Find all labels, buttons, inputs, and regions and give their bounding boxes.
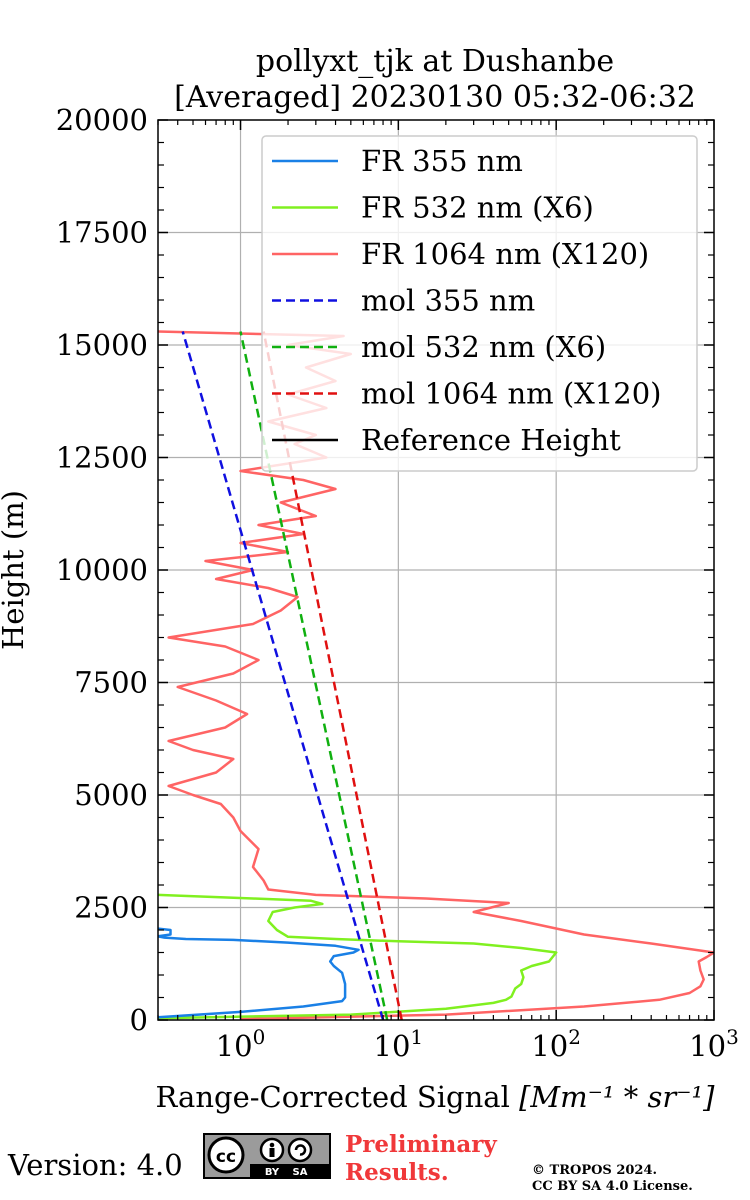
- cc-icon: [207, 1136, 245, 1174]
- legend-label: FR 1064 nm (X120): [361, 237, 649, 271]
- y-axis-label: Height (m): [0, 490, 30, 650]
- x-tick-label: 100: [216, 1025, 266, 1063]
- y-tick-label: 15000: [56, 328, 148, 362]
- y-tick-label: 2500: [74, 891, 148, 925]
- legend-label: FR 355 nm: [361, 144, 523, 178]
- y-tick-label: 17500: [56, 216, 148, 250]
- x-tick-labels: 100 101 102 103: [216, 1025, 739, 1063]
- y-tick-label: 7500: [74, 666, 148, 700]
- x-tick-label: 103: [689, 1025, 739, 1063]
- legend-label: mol 1064 nm (X120): [361, 377, 662, 411]
- cc-sa-text: SA: [293, 1167, 308, 1177]
- legend: FR 355 nm FR 532 nm (X6) FR 1064 nm (X120)…: [261, 135, 698, 472]
- axis-ticks: [157, 119, 715, 1021]
- legend-label: FR 532 nm (X6): [361, 191, 594, 225]
- series-line-mol-532-nm-x6: [239, 331, 389, 1020]
- x-axis-label-unit: [Mm⁻¹ * sr⁻¹]: [519, 1080, 715, 1114]
- series-line-fr-532-nm-x6: [158, 893, 558, 1020]
- cc-by-sa-badge[interactable]: cc BY SA: [203, 1133, 331, 1179]
- cc-by-text: BY: [265, 1167, 280, 1177]
- series-line-mol-355-nm: [181, 331, 385, 1020]
- y-tick-label: 0: [130, 1003, 148, 1037]
- y-tick-label: 12500: [56, 441, 148, 475]
- chart-title: pollyxt_tjk at Dushanbe: [256, 44, 614, 79]
- legend-label: mol 532 nm (X6): [361, 330, 606, 364]
- legend-box: [261, 135, 698, 472]
- lidar-signal-chart: pollyxt_tjk at Dushanbe [Averaged] 20230…: [0, 44, 739, 1114]
- series-line-fr-355-nm: [158, 927, 360, 1019]
- chart-subtitle: [Averaged] 20230130 05:32-06:32: [174, 80, 696, 115]
- svg-text:cc: cc: [216, 1147, 236, 1167]
- legend-label: mol 355 nm: [361, 284, 535, 318]
- share-alike-icon: [287, 1137, 313, 1163]
- x-tick-label: 102: [531, 1025, 581, 1063]
- x-axis-label-text: Range-Corrected Signal: [156, 1080, 510, 1114]
- series-line-mol-1064-nm-x120: [262, 331, 403, 1020]
- series-layer: [158, 330, 714, 1020]
- y-tick-labels: 0 2500 5000 7500 10000 12500 15000 17500 20000: [56, 103, 148, 1037]
- version-label: Version: 4.0: [8, 1148, 183, 1182]
- x-axis-label: Range-Corrected Signal [Mm⁻¹ * sr⁻¹]: [156, 1080, 716, 1114]
- x-tick-label: 101: [374, 1025, 424, 1063]
- preliminary-notice: Preliminary Results.: [345, 1131, 497, 1186]
- y-tick-label: 5000: [74, 778, 148, 812]
- y-tick-label: 20000: [56, 103, 148, 137]
- y-tick-label: 10000: [56, 553, 148, 587]
- legend-label: Reference Height: [361, 423, 621, 457]
- copyright-notice: © TROPOS 2024. CC BY SA 4.0 License.: [532, 1163, 693, 1194]
